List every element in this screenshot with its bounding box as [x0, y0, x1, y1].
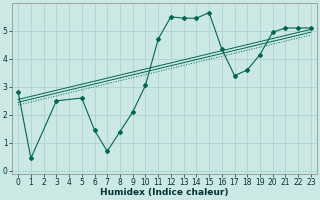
X-axis label: Humidex (Indice chaleur): Humidex (Indice chaleur): [100, 188, 229, 197]
